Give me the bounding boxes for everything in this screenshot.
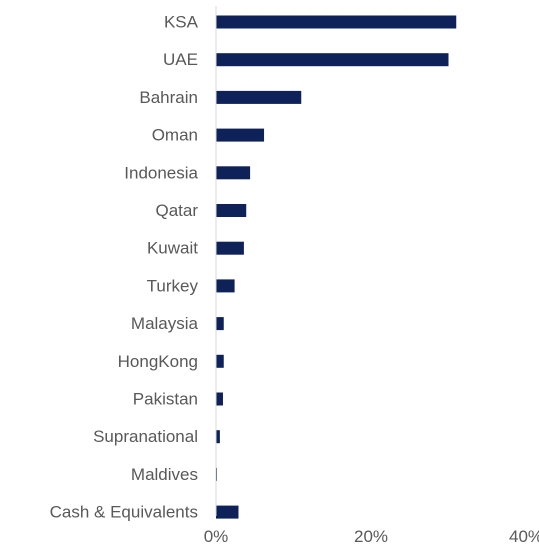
category-label: KSA: [164, 13, 199, 32]
category-label: Maldives: [131, 465, 198, 484]
bar: [216, 128, 265, 142]
bar: [216, 505, 239, 519]
category-label: Oman: [152, 126, 198, 145]
category-label: UAE: [163, 50, 198, 69]
category-label: Malaysia: [131, 314, 199, 333]
x-tick-label: 0%: [204, 527, 229, 546]
bars: [216, 15, 457, 519]
category-label: Supranational: [93, 427, 198, 446]
category-label: Pakistan: [133, 390, 198, 409]
bar: [216, 204, 247, 217]
bar: [216, 392, 223, 406]
category-label: Kuwait: [147, 239, 198, 258]
bar: [216, 90, 302, 104]
category-label: HongKong: [118, 352, 198, 371]
category-label: Qatar: [155, 201, 198, 220]
category-label: Cash & Equivalents: [50, 503, 198, 522]
category-label: Turkey: [147, 276, 199, 295]
bar: [216, 354, 224, 368]
bar: [216, 15, 457, 29]
category-label: Bahrain: [139, 88, 198, 107]
category-label: Indonesia: [124, 163, 198, 182]
bar: [216, 430, 220, 444]
x-tick-label: 20%: [354, 527, 388, 546]
bar: [216, 279, 235, 293]
bar: [216, 166, 251, 180]
x-axis-tick-labels: 0% 20% 40%: [204, 527, 539, 546]
category-labels: KSA UAE Bahrain Oman Indonesia Qatar Kuwait Tur…: [50, 13, 199, 522]
bar: [216, 53, 449, 67]
x-tick-label: 40%: [509, 527, 539, 546]
bar: [216, 317, 224, 331]
bar: [216, 241, 244, 255]
